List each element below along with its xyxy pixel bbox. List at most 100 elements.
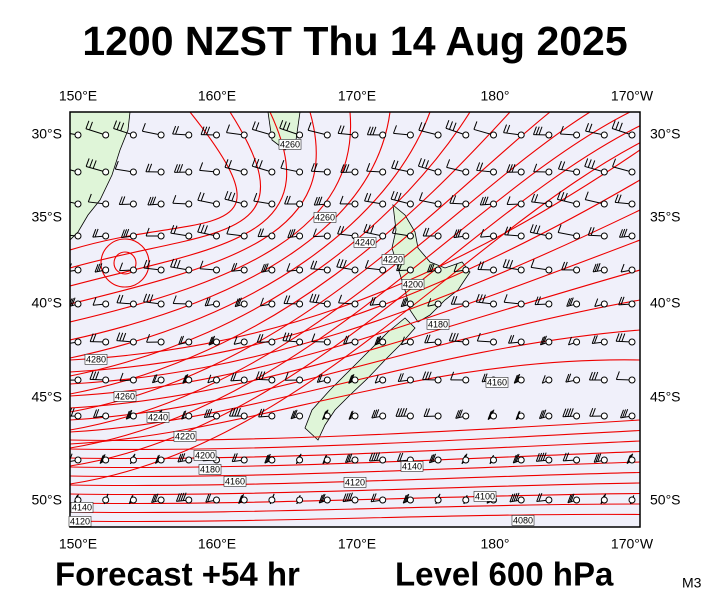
station	[379, 456, 387, 464]
barb-feather	[62, 192, 65, 200]
station	[379, 376, 387, 384]
station	[600, 376, 608, 384]
station	[129, 338, 137, 346]
barb-feather	[621, 333, 626, 342]
barb-feather	[70, 263, 72, 269]
barb-feather	[542, 409, 547, 418]
barb-feather	[397, 192, 402, 202]
station	[490, 338, 497, 346]
station	[628, 300, 636, 308]
station	[517, 168, 525, 176]
barb-feather	[98, 263, 103, 272]
barb-feather	[62, 160, 65, 168]
station	[296, 266, 304, 274]
barb-feather	[624, 408, 629, 418]
station	[102, 496, 110, 504]
barb-feather	[508, 164, 513, 173]
barb-feather	[619, 229, 623, 238]
contour-label-box	[401, 279, 425, 290]
barb-feather	[422, 371, 427, 380]
barb-feather	[345, 335, 350, 344]
barb-feather	[597, 453, 602, 462]
contour	[70, 149, 640, 361]
station	[517, 376, 525, 384]
barb-feather	[286, 263, 291, 272]
barb-feather	[424, 334, 429, 344]
barb-feather	[458, 409, 463, 418]
barb-feather	[260, 408, 265, 417]
barb-feather	[345, 164, 350, 173]
contour	[70, 112, 391, 341]
barb-feather	[95, 371, 100, 380]
station	[600, 456, 608, 464]
barb-feather	[623, 228, 628, 238]
barb-feather	[515, 492, 520, 502]
barb-feather	[200, 192, 205, 202]
barb-feather	[258, 371, 263, 380]
barb-feather	[427, 371, 432, 380]
barb-feather	[151, 494, 156, 503]
contour	[70, 112, 591, 431]
barb-feather	[540, 409, 545, 419]
station	[462, 168, 470, 176]
station	[379, 496, 387, 504]
barb-feather	[170, 224, 175, 234]
barb-feather	[506, 124, 511, 134]
station	[213, 412, 220, 420]
station	[296, 200, 304, 208]
station	[351, 496, 359, 504]
barb-feather	[592, 263, 597, 273]
barb-feather	[397, 373, 402, 382]
barb-feather	[226, 225, 231, 235]
station	[600, 266, 608, 274]
station	[406, 496, 414, 504]
barb-feather	[288, 332, 293, 342]
barb-feather	[567, 373, 572, 382]
barb-feather	[233, 453, 238, 462]
station	[157, 376, 165, 384]
barb-feather	[236, 298, 241, 307]
barb-feather	[376, 452, 381, 461]
barb-feather	[371, 296, 376, 306]
barb-feather	[66, 264, 69, 272]
barb-feather	[457, 228, 462, 238]
station	[296, 496, 304, 504]
barb-feather	[539, 336, 544, 346]
barb-feather	[595, 453, 600, 463]
station	[74, 412, 82, 420]
barb-feather	[557, 224, 562, 233]
station	[213, 200, 220, 208]
barb-feather	[367, 193, 372, 202]
station	[185, 168, 193, 176]
station	[74, 232, 82, 240]
station	[268, 412, 276, 420]
barb-feather	[481, 373, 486, 383]
lat-label: 35°S	[650, 209, 681, 225]
barb-feather	[66, 193, 69, 201]
barb-feather	[261, 371, 266, 380]
station	[268, 200, 276, 208]
barb-feather	[450, 371, 455, 380]
contour	[70, 125, 640, 467]
barb-shaft	[445, 127, 466, 136]
station	[462, 300, 470, 308]
station	[600, 200, 608, 208]
forecast-label: Forecast +54 hr	[55, 556, 300, 593]
barb-feather	[149, 294, 154, 303]
barb-feather	[391, 159, 396, 169]
barb-feather	[66, 408, 69, 416]
barb-feather	[453, 229, 458, 238]
contour-label-box	[343, 477, 367, 488]
barb-feather	[227, 191, 232, 201]
barb-feather	[346, 492, 351, 502]
barb-feather	[340, 164, 345, 173]
lon-label: 160°E	[198, 88, 236, 104]
contour-label-box	[113, 391, 137, 402]
lat-label: 50°S	[31, 492, 62, 508]
barb-feather	[226, 124, 230, 133]
barb-feather	[64, 372, 67, 380]
barb-feather	[177, 453, 182, 463]
barb-feather	[208, 336, 213, 346]
barb-feather	[557, 160, 562, 170]
station	[74, 338, 82, 346]
